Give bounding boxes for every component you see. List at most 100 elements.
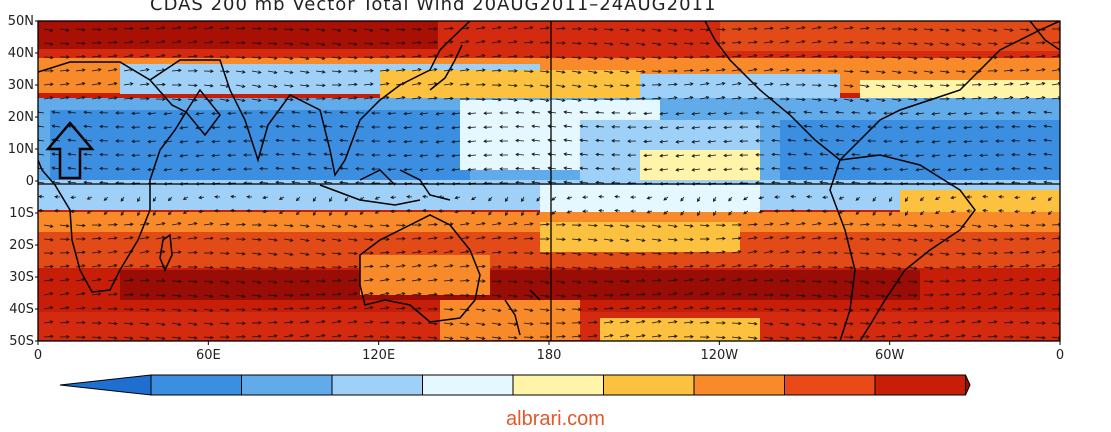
wind-vector — [267, 84, 278, 88]
wind-vector — [939, 238, 950, 243]
wind-vector — [566, 196, 573, 200]
asia-outline — [149, 21, 471, 177]
wind-vector — [103, 196, 109, 201]
wind-vector — [187, 308, 198, 313]
wind-vector — [827, 265, 838, 270]
wind-vector — [891, 252, 902, 256]
wind-vector — [683, 334, 694, 339]
wind-vector — [795, 336, 806, 340]
wind-vector — [843, 55, 854, 59]
latitude-label: 30N — [8, 78, 34, 93]
wind-vector — [91, 335, 102, 340]
wind-vector — [763, 236, 774, 240]
wind-vector — [75, 41, 86, 46]
wind-vector — [187, 250, 198, 255]
wind-vector — [83, 152, 93, 157]
wind-vector — [267, 223, 278, 228]
wind-vector — [139, 307, 150, 312]
wind-vector — [971, 278, 982, 283]
wind-vector — [443, 236, 454, 240]
wind-vector — [651, 278, 662, 283]
wind-vector — [299, 28, 310, 32]
wind-vector — [571, 27, 582, 31]
wind-vector — [43, 291, 54, 296]
wind-vector — [107, 96, 118, 100]
wind-vector — [1003, 278, 1014, 282]
wind-vector — [315, 70, 326, 74]
wind-vector — [1011, 124, 1021, 129]
wind-vector — [859, 70, 870, 74]
wind-vector — [595, 166, 605, 171]
wind-vector — [315, 42, 326, 47]
wind-vector — [315, 292, 326, 297]
wind-vector — [907, 266, 918, 270]
wind-vector — [763, 53, 774, 58]
wind-vector — [646, 196, 653, 200]
wind-vector — [855, 196, 861, 201]
wind-vector — [955, 28, 966, 32]
wind-vector — [139, 222, 150, 226]
wind-vector — [955, 56, 966, 60]
wind-vector — [59, 28, 70, 32]
wind-vector — [67, 152, 77, 156]
wind-vector — [43, 278, 54, 282]
wind-vector — [507, 69, 518, 73]
longitude-label: 180 — [537, 348, 562, 363]
wind-vector — [91, 223, 102, 227]
wind-vector — [395, 250, 406, 254]
wind-vector — [555, 70, 566, 74]
wind-vector — [795, 83, 806, 87]
wind-vector — [155, 264, 166, 269]
wind-vector — [1043, 152, 1053, 157]
wind-vector — [235, 321, 246, 326]
wind-vector — [91, 277, 102, 282]
wind-vector — [359, 196, 365, 201]
wind-vector — [163, 139, 173, 144]
wind-vector — [107, 336, 118, 340]
wind-vector — [315, 265, 326, 270]
wind-vector — [235, 308, 246, 312]
wind-vector — [59, 224, 70, 228]
wind-vector — [379, 278, 390, 282]
wind-vector — [155, 39, 166, 44]
wind-vector — [915, 125, 925, 130]
wind-vector — [475, 97, 486, 102]
wind-vector — [955, 238, 966, 242]
wind-vector — [99, 138, 109, 143]
wind-vector — [467, 167, 477, 172]
wind-vector — [379, 237, 390, 241]
wind-vector — [155, 222, 166, 226]
wind-vector — [167, 210, 173, 216]
wind-vector — [947, 126, 957, 130]
wind-vector — [697, 210, 701, 217]
wind-vector — [267, 334, 278, 338]
wind-vector — [603, 42, 614, 46]
wind-vector — [491, 39, 502, 44]
wind-vector — [491, 336, 502, 340]
wind-vector — [171, 322, 182, 327]
wind-vector — [203, 236, 214, 241]
wind-vector — [971, 96, 982, 100]
wind-vector — [835, 166, 845, 171]
wind-vector — [267, 320, 278, 325]
wind-vector — [875, 70, 886, 74]
wind-vector — [329, 210, 333, 217]
wind-vector — [803, 110, 813, 114]
wind-vector — [683, 55, 694, 59]
wind-vector — [299, 252, 310, 257]
wind-vector — [395, 41, 406, 45]
wind-vector — [971, 238, 982, 242]
wind-vector — [443, 264, 454, 268]
wind-vector — [923, 224, 934, 228]
wind-vector — [667, 28, 678, 33]
wind-vector — [835, 138, 845, 143]
wind-vector — [1003, 291, 1014, 296]
madagascar-outline — [159, 233, 173, 272]
wind-vector — [103, 210, 109, 215]
wind-vector — [715, 68, 726, 72]
wind-vector — [267, 280, 278, 284]
wind-vector — [507, 265, 518, 270]
wind-vector — [531, 166, 541, 171]
wind-vector — [950, 195, 957, 200]
wind-vector — [667, 96, 678, 100]
